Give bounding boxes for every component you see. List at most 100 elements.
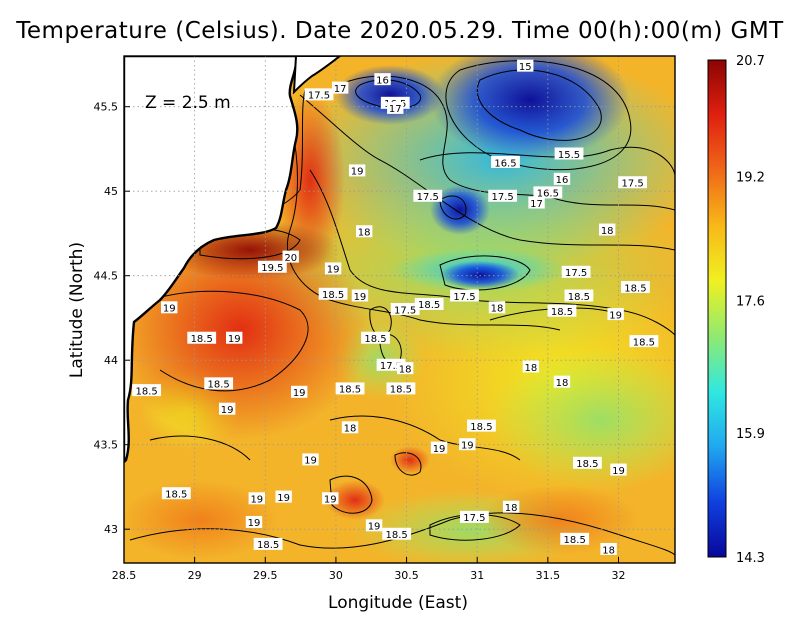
contour-label-26: 18.5 bbox=[418, 300, 440, 311]
contour-18-5-south bbox=[129, 512, 675, 556]
contour-label-41: 18.5 bbox=[135, 386, 157, 397]
contour-19-sw bbox=[149, 435, 251, 461]
contour-label-bg-1 bbox=[374, 73, 391, 86]
contour-label-bg-9 bbox=[348, 164, 366, 177]
contour-label-23: 19 bbox=[354, 292, 367, 303]
contour-label-14: 17 bbox=[530, 199, 543, 210]
field-warm-spot2 bbox=[390, 446, 430, 474]
contour-19-west bbox=[149, 290, 309, 392]
contour-16-5 bbox=[419, 146, 675, 176]
x-tick-label-5: 31 bbox=[470, 569, 484, 582]
contour-label-bg-43 bbox=[335, 382, 365, 395]
contour-label-bg-55 bbox=[275, 490, 292, 503]
contour-label-bg-42 bbox=[290, 385, 308, 398]
contour-label-bg-45 bbox=[218, 402, 236, 415]
contour-19-spot bbox=[394, 452, 422, 476]
contour-label-bg-47 bbox=[467, 419, 496, 432]
contour-label-18: 19.5 bbox=[261, 263, 283, 274]
colorbar-tick-label-3: 15.9 bbox=[736, 427, 765, 442]
contour-label-bg-63 bbox=[560, 532, 590, 545]
contour-label-bg-46 bbox=[341, 421, 359, 434]
contour-label-bg-56 bbox=[322, 492, 339, 505]
colorbar-ticks: 20.7 19.2 17.6 15.9 14.3 bbox=[736, 54, 765, 566]
contour-label-43: 18.5 bbox=[339, 385, 361, 396]
contour-19-south bbox=[329, 475, 373, 514]
contour-label-7: 16.5 bbox=[494, 158, 516, 169]
contour-label-bg-16 bbox=[598, 223, 616, 236]
contour-label-bg-8 bbox=[553, 172, 571, 185]
y-tick-label-0: 43 bbox=[104, 523, 118, 536]
contour-label-bg-2 bbox=[331, 81, 349, 94]
field-cold-core bbox=[430, 56, 630, 160]
x-tick-label-7: 32 bbox=[611, 569, 625, 582]
contour-label-bg-0 bbox=[517, 59, 534, 72]
contour-label-bg-31 bbox=[161, 301, 178, 314]
contour-label-22: 18.5 bbox=[322, 290, 344, 301]
contour-label-bg-10 bbox=[618, 176, 648, 189]
contour-label-62: 18.5 bbox=[257, 540, 279, 551]
contour-label-6: 15.5 bbox=[558, 150, 580, 161]
contour-label-bg-19 bbox=[324, 262, 342, 275]
colorbar-tick-label-1: 19.2 bbox=[736, 170, 765, 185]
contour-label-bg-12 bbox=[413, 189, 443, 202]
contour-label-bg-40 bbox=[553, 375, 571, 388]
contour-label-49: 19 bbox=[461, 441, 474, 452]
contour-label-61: 18.5 bbox=[386, 530, 408, 541]
contour-label-24: 17.5 bbox=[453, 292, 475, 303]
field-warm-west bbox=[124, 220, 370, 440]
land-delta bbox=[292, 56, 342, 95]
contour-label-32: 18.5 bbox=[191, 334, 213, 345]
contour-label-19: 19 bbox=[327, 265, 340, 276]
contour-label-bg-61 bbox=[382, 527, 412, 540]
contour-label-57: 18 bbox=[505, 503, 518, 514]
y-tick-label-3: 44.5 bbox=[94, 270, 119, 283]
contour-label-bg-64 bbox=[600, 542, 617, 555]
contour-label-36: 17.5 bbox=[380, 361, 402, 372]
contour-label-bg-20 bbox=[561, 265, 591, 278]
contour-label-47: 18.5 bbox=[470, 422, 492, 433]
contour-label-bg-28 bbox=[488, 301, 506, 314]
contour-label-38: 18 bbox=[525, 363, 538, 374]
contour-label-40: 18 bbox=[556, 378, 569, 389]
chart-title: Temperature (Celsius). Date 2020.05.29. … bbox=[16, 18, 784, 44]
contour-label-bg-38 bbox=[522, 360, 540, 373]
contour-label-12: 17.5 bbox=[417, 192, 439, 203]
contour-label-55: 19 bbox=[277, 493, 290, 504]
field-orange-sw bbox=[124, 480, 280, 560]
contour-label-bg-58 bbox=[459, 510, 489, 523]
contour-label-bg-26 bbox=[414, 297, 444, 310]
contour-label-bg-59 bbox=[245, 515, 263, 528]
contour-label-17: 20 bbox=[284, 253, 297, 264]
field-green-se bbox=[490, 350, 675, 490]
contour-label-bg-33 bbox=[226, 331, 243, 344]
field-orange-se bbox=[480, 485, 640, 555]
contour-label-51: 18.5 bbox=[576, 459, 598, 470]
contour-label-bg-57 bbox=[502, 500, 520, 513]
field-cold-nw bbox=[335, 65, 445, 125]
contour-label-bg-25 bbox=[564, 289, 594, 302]
contour-label-bg-14 bbox=[528, 196, 545, 209]
y-tick-label-2: 44 bbox=[104, 354, 118, 367]
contour-label-bg-37 bbox=[396, 362, 414, 375]
contour-label-64: 18 bbox=[602, 545, 615, 556]
land-mass bbox=[124, 56, 299, 464]
contour-label-34: 18.5 bbox=[364, 334, 386, 345]
field-warm-south bbox=[325, 480, 385, 520]
contour-label-bg-22 bbox=[318, 287, 348, 300]
contour-label-52: 19 bbox=[612, 466, 625, 477]
contour-label-37: 18 bbox=[399, 364, 412, 375]
depth-label: Z = 2.5 m bbox=[145, 93, 231, 113]
contour-label-bg-49 bbox=[459, 438, 476, 451]
contour-label-53: 18.5 bbox=[165, 490, 187, 501]
colorbar bbox=[707, 59, 727, 558]
contour-label-bg-60 bbox=[365, 519, 383, 532]
x-tick-label-3: 30 bbox=[329, 569, 343, 582]
contour-lines bbox=[129, 60, 675, 556]
contour-label-10: 17.5 bbox=[621, 179, 643, 190]
contour-17 bbox=[329, 75, 675, 211]
contour-label-16: 18 bbox=[601, 226, 614, 237]
contour-label-27: 17.5 bbox=[394, 305, 416, 316]
contour-label-bg-50 bbox=[302, 453, 319, 466]
contour-label-bg-44 bbox=[386, 382, 416, 395]
contour-label-35: 18.5 bbox=[633, 337, 655, 348]
